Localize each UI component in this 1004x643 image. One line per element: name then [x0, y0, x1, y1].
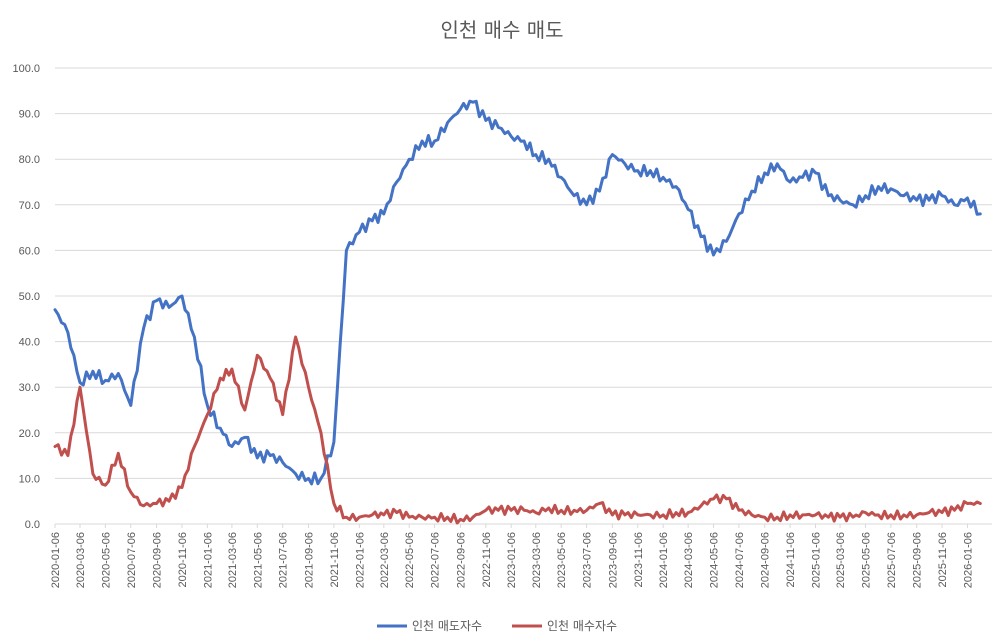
x-tick-label: 2023-03-06 [531, 532, 543, 588]
x-tick-label: 2021-09-06 [304, 532, 316, 588]
x-tick-label: 2021-03-06 [227, 532, 239, 588]
x-tick-label: 2024-07-06 [734, 532, 746, 588]
x-tick-label: 2020-05-06 [100, 532, 112, 588]
y-tick-label: 10.0 [19, 473, 40, 485]
series-lines [53, 99, 982, 525]
y-tick-label: 20.0 [19, 428, 40, 440]
x-tick-label: 2023-01-06 [506, 532, 518, 588]
y-tick-label: 90.0 [19, 109, 40, 121]
x-tick-label: 2022-09-06 [455, 532, 467, 588]
grid-lines [55, 67, 992, 525]
x-tick-label: 2022-11-06 [481, 532, 493, 587]
y-tick-label: 40.0 [19, 337, 40, 349]
y-tick-label: 100.0 [12, 63, 40, 75]
x-tick-label: 2022-07-06 [430, 532, 442, 588]
x-tick-label: 2020-01-06 [50, 532, 62, 588]
x-tick-label: 2024-05-06 [709, 532, 721, 588]
x-tick-label: 2024-11-06 [785, 532, 797, 587]
y-tick-label: 60.0 [19, 245, 40, 257]
chart-title: 인천 매수 매도 [440, 18, 563, 42]
x-tick-label: 2021-05-06 [252, 532, 264, 588]
x-axis-ticks: 2020-01-06 2020-03-06 2020-05-06 2020-07-06… [50, 524, 974, 588]
x-tick-label: 2023-05-06 [556, 532, 568, 588]
x-tick-label: 2024-03-06 [683, 532, 695, 588]
y-tick-label: 70.0 [19, 200, 40, 212]
y-tick-label: 0.0 [25, 519, 40, 531]
series-line-sell [53, 99, 982, 486]
x-tick-label: 2020-07-06 [126, 532, 138, 588]
x-tick-label: 2021-11-06 [329, 532, 341, 587]
x-tick-label: 2021-07-06 [278, 532, 290, 588]
x-tick-label: 2024-01-06 [658, 532, 670, 588]
x-tick-label: 2024-09-06 [760, 532, 772, 588]
legend-label: 인천 매도자수 [412, 618, 482, 633]
x-tick-label: 2025-11-06 [937, 532, 949, 587]
x-tick-label: 2026-01-06 [962, 532, 974, 588]
y-tick-label: 80.0 [19, 154, 40, 166]
x-tick-label: 2025-05-06 [860, 532, 872, 588]
x-tick-label: 2023-07-06 [582, 532, 594, 588]
x-tick-label: 2022-01-06 [354, 532, 366, 588]
y-tick-label: 50.0 [19, 291, 40, 303]
x-tick-label: 2025-01-06 [811, 532, 823, 588]
y-axis-ticks: 0.0 10.0 20.0 30.0 40.0 50.0 60.0 70.0 80.0 90.0 1… [12, 63, 40, 531]
x-tick-label: 2023-11-06 [633, 532, 645, 587]
legend: 인천 매도자수 인천 매수자수 [377, 618, 617, 633]
series-line-buy [53, 335, 982, 525]
x-tick-label: 2025-09-06 [912, 532, 924, 588]
y-tick-label: 30.0 [19, 382, 40, 394]
x-tick-label: 2020-09-06 [152, 532, 164, 588]
x-tick-label: 2022-03-06 [379, 532, 391, 588]
x-tick-label: 2022-05-06 [404, 532, 416, 588]
legend-label: 인천 매수자수 [547, 618, 617, 633]
x-tick-label: 2025-07-06 [886, 532, 898, 588]
x-tick-label: 2020-03-06 [75, 532, 87, 588]
x-tick-label: 2023-09-06 [607, 532, 619, 588]
x-tick-label: 2021-01-06 [202, 532, 214, 588]
x-tick-label: 2020-11-06 [177, 532, 189, 587]
x-tick-label: 2025-03-06 [835, 532, 847, 588]
